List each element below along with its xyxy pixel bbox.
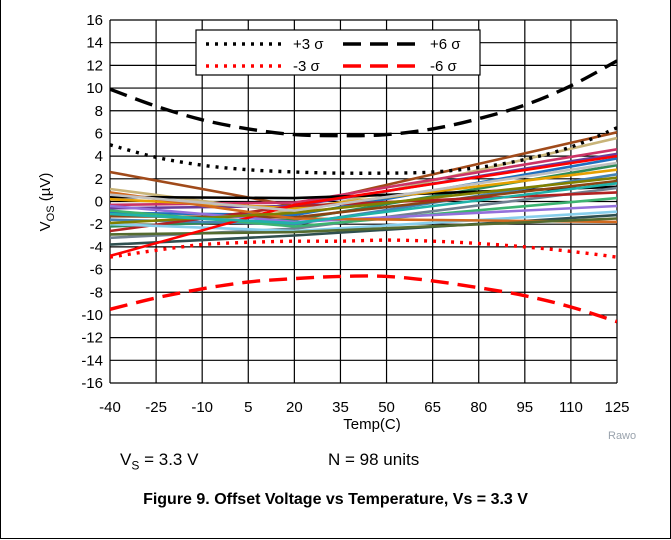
chart-grid <box>109 19 618 384</box>
supply-voltage-note: VS = 3.3 V <box>120 450 198 472</box>
y-tick-label: 12 <box>86 57 103 74</box>
legend-label: -6 σ <box>430 58 458 75</box>
legend-label: +6 σ <box>430 36 461 53</box>
x-tick-label: 80 <box>470 399 487 416</box>
x-tick-label: -40 <box>99 399 121 416</box>
y-tick-label: -14 <box>81 352 103 369</box>
unit-curve <box>110 176 617 225</box>
x-tick-label: 35 <box>332 399 349 416</box>
sigma-curve <box>110 238 617 259</box>
x-tick-label: -25 <box>145 399 167 416</box>
sigma-curve <box>110 126 617 175</box>
unit-curves <box>110 131 617 258</box>
y-label-unit: (µV) <box>37 173 54 206</box>
figure-caption: Figure 9. Offset Voltage vs Temperature,… <box>143 491 528 508</box>
y-tick-label: -12 <box>81 330 103 347</box>
x-axis-label: Temp(C) <box>343 416 401 433</box>
x-tick-label: 50 <box>378 399 395 416</box>
y-tick-label: -4 <box>90 239 103 256</box>
x-tick-label: 110 <box>559 399 583 416</box>
x-tick-label: 65 <box>424 399 441 416</box>
y-tick-label: 14 <box>86 35 103 52</box>
y-tick-label: 8 <box>95 103 103 120</box>
unit-count-note: N = 98 units <box>328 450 420 469</box>
y-axis-label: VOS (µV) <box>37 173 57 232</box>
x-tick-label: -10 <box>191 399 213 416</box>
y-tick-label: -2 <box>90 216 103 233</box>
y-label-main: V <box>37 221 54 231</box>
unit-curve <box>110 217 617 236</box>
sigma-curve <box>110 59 617 138</box>
sigma-curve <box>110 274 617 324</box>
unit-curve <box>110 148 617 207</box>
unit-curve <box>110 182 617 225</box>
watermark-text: Rawo <box>608 430 637 442</box>
vs-main: V <box>120 450 132 469</box>
y-tick-label: 16 <box>86 12 103 29</box>
y-tick-label: 0 <box>95 194 103 211</box>
vs-sub: S <box>131 458 140 473</box>
y-tick-label: -16 <box>81 375 103 392</box>
x-tick-label: 125 <box>604 399 629 416</box>
x-tick-label: 20 <box>286 399 303 416</box>
y-tick-label: -10 <box>81 307 103 324</box>
y-label-sub: OS <box>45 205 57 221</box>
tick-labels: -40 -25 -10 5 20 35 50 65 80 95 110 125161412108642… <box>81 12 629 416</box>
y-tick-label: 6 <box>95 125 103 142</box>
y-tick-label: 2 <box>95 171 103 188</box>
unit-curve <box>110 161 617 212</box>
legend-label: -3 σ <box>293 58 321 75</box>
sigma-curves <box>110 59 617 324</box>
x-tick-label: 95 <box>516 399 533 416</box>
y-tick-label: -8 <box>90 284 103 301</box>
legend: +3 σ +6 σ -3 σ -6 σ <box>195 29 481 76</box>
unit-curve <box>110 154 617 258</box>
y-tick-label: 4 <box>95 148 103 165</box>
vs-value: = 3.3 V <box>139 450 199 469</box>
y-tick-label: 10 <box>86 80 103 97</box>
unit-curve <box>110 157 617 217</box>
legend-label: +3 σ <box>293 36 324 53</box>
x-tick-label: 5 <box>244 399 252 416</box>
y-tick-label: -6 <box>90 262 103 279</box>
offset-voltage-chart: -40 -25 -10 5 20 35 50 65 80 95 110 125161412108642… <box>37 12 630 433</box>
